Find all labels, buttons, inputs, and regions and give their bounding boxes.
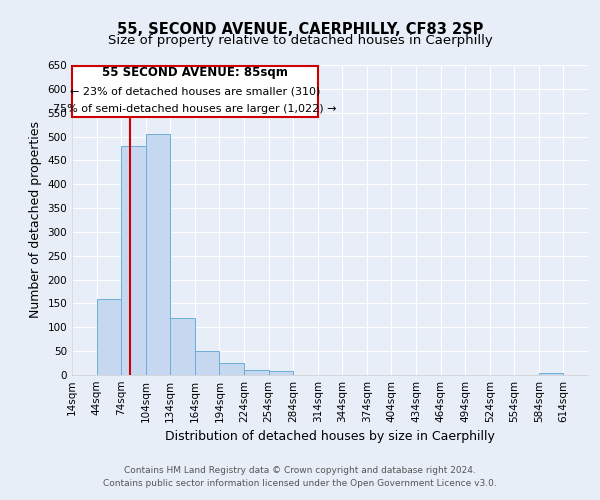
X-axis label: Distribution of detached houses by size in Caerphilly: Distribution of detached houses by size …: [165, 430, 495, 444]
Bar: [170, 318, 195, 375]
Text: 75% of semi-detached houses are larger (1,022) →: 75% of semi-detached houses are larger (…: [53, 104, 337, 114]
Bar: [244, 370, 269, 375]
Bar: [97, 298, 121, 375]
Bar: [220, 363, 244, 375]
Text: Size of property relative to detached houses in Caerphilly: Size of property relative to detached ho…: [107, 34, 493, 47]
Bar: [195, 351, 220, 375]
Bar: [539, 373, 563, 375]
Text: ← 23% of detached houses are smaller (310): ← 23% of detached houses are smaller (31…: [70, 86, 320, 96]
Text: 55 SECOND AVENUE: 85sqm: 55 SECOND AVENUE: 85sqm: [102, 66, 288, 79]
Text: Contains HM Land Registry data © Crown copyright and database right 2024.
Contai: Contains HM Land Registry data © Crown c…: [103, 466, 497, 487]
Bar: [121, 146, 146, 375]
Text: 55, SECOND AVENUE, CAERPHILLY, CF83 2SP: 55, SECOND AVENUE, CAERPHILLY, CF83 2SP: [117, 22, 483, 38]
Bar: [269, 371, 293, 375]
Bar: [72, 66, 318, 116]
Bar: [146, 134, 170, 375]
Y-axis label: Number of detached properties: Number of detached properties: [29, 122, 42, 318]
